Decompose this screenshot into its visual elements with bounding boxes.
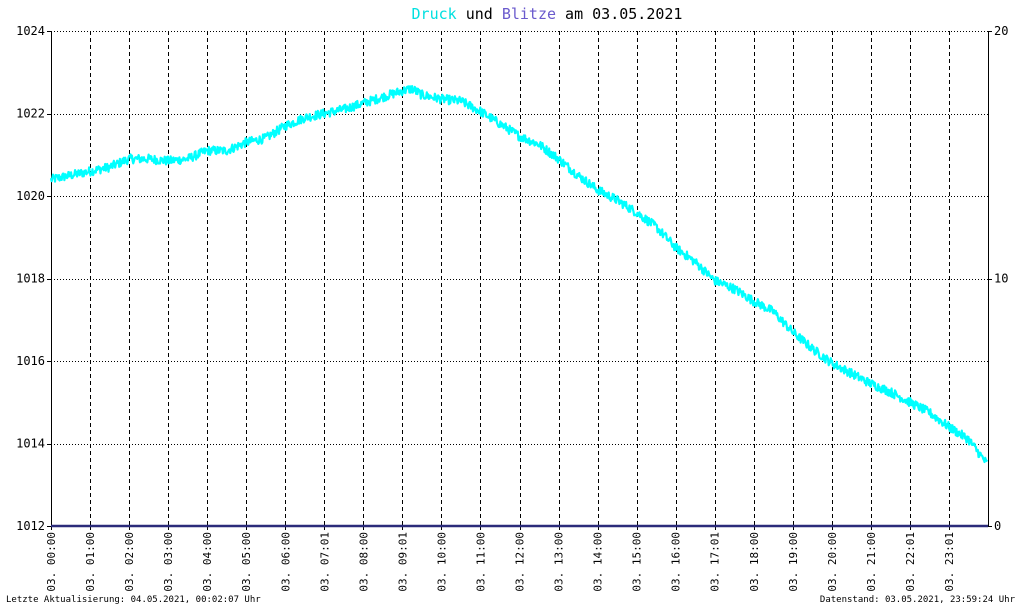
x-tick-label: 03. 12:00 — [514, 532, 527, 592]
y-left-tick-label: 1016 — [16, 354, 45, 368]
x-tick-label: 03. 16:00 — [670, 532, 683, 592]
x-tick-label: 03. 00:00 — [45, 532, 58, 592]
title-druck: Druck — [412, 5, 457, 23]
x-tick-label: 03. 07:01 — [318, 532, 331, 592]
title-date: am 03.05.2021 — [556, 5, 682, 23]
x-tick-label: 03. 19:00 — [787, 532, 800, 592]
x-tick-label: 03. 14:00 — [592, 532, 605, 592]
x-tick-label: 03. 11:00 — [474, 532, 487, 592]
x-tick-label: 03. 03:00 — [162, 532, 175, 592]
x-tick-label: 03. 20:00 — [826, 532, 839, 592]
series-druck-line — [49, 85, 989, 464]
title-blitze: Blitze — [502, 5, 556, 23]
x-tick-label: 03. 17:01 — [709, 532, 722, 592]
x-tick-label: 03. 06:00 — [279, 532, 292, 592]
x-axis: 03. 00:00 03. 01:00 03. 02:00 03. 03:00 03. … — [45, 526, 956, 592]
y-left-tick-label: 1022 — [16, 107, 45, 121]
y-right-tick-label: 20 — [994, 24, 1008, 38]
y-right-tick-label: 0 — [994, 519, 1001, 533]
footer-left: Letzte Aktualisierung: 04.05.2021, 00:02… — [6, 595, 261, 605]
x-tick-label: 03. 05:00 — [240, 532, 253, 592]
y-axis-left: 1012 1014 1016 1018 1020 1022 1024 — [16, 24, 51, 533]
y-left-tick-label: 1014 — [16, 437, 45, 451]
y-left-tick-label: 1012 — [16, 519, 45, 533]
y-left-tick-label: 1018 — [16, 272, 45, 286]
y-left-tick-label: 1020 — [16, 189, 45, 203]
x-tick-label: 03. 01:00 — [84, 532, 97, 592]
series — [49, 85, 989, 528]
x-tick-label: 03. 23:01 — [943, 532, 956, 592]
x-tick-label: 03. 10:00 — [435, 532, 448, 592]
grid — [51, 31, 988, 526]
plot-frame — [51, 31, 989, 526]
y-left-tick-label: 1024 — [16, 24, 45, 38]
x-tick-label: 03. 13:00 — [553, 532, 566, 592]
x-tick-label: 03. 08:00 — [357, 532, 370, 592]
title-und: und — [457, 5, 502, 23]
x-tick-label: 03. 15:00 — [631, 532, 644, 592]
chart-title: Druck und Blitze am 03.05.2021 — [412, 5, 683, 23]
x-tick-label: 03. 04:00 — [201, 532, 214, 592]
y-right-tick-label: 10 — [994, 272, 1008, 286]
x-tick-label: 03. 02:00 — [123, 532, 136, 592]
footer-right: Datenstand: 03.05.2021, 23:59:24 Uhr — [820, 595, 1016, 605]
x-tick-label: 03. 22:01 — [904, 532, 917, 592]
x-tick-label: 03. 09:01 — [396, 532, 409, 592]
x-tick-label: 03. 21:00 — [865, 532, 878, 592]
x-tick-label: 03. 18:00 — [748, 532, 761, 592]
y-axis-right: 0 10 20 — [988, 24, 1008, 533]
